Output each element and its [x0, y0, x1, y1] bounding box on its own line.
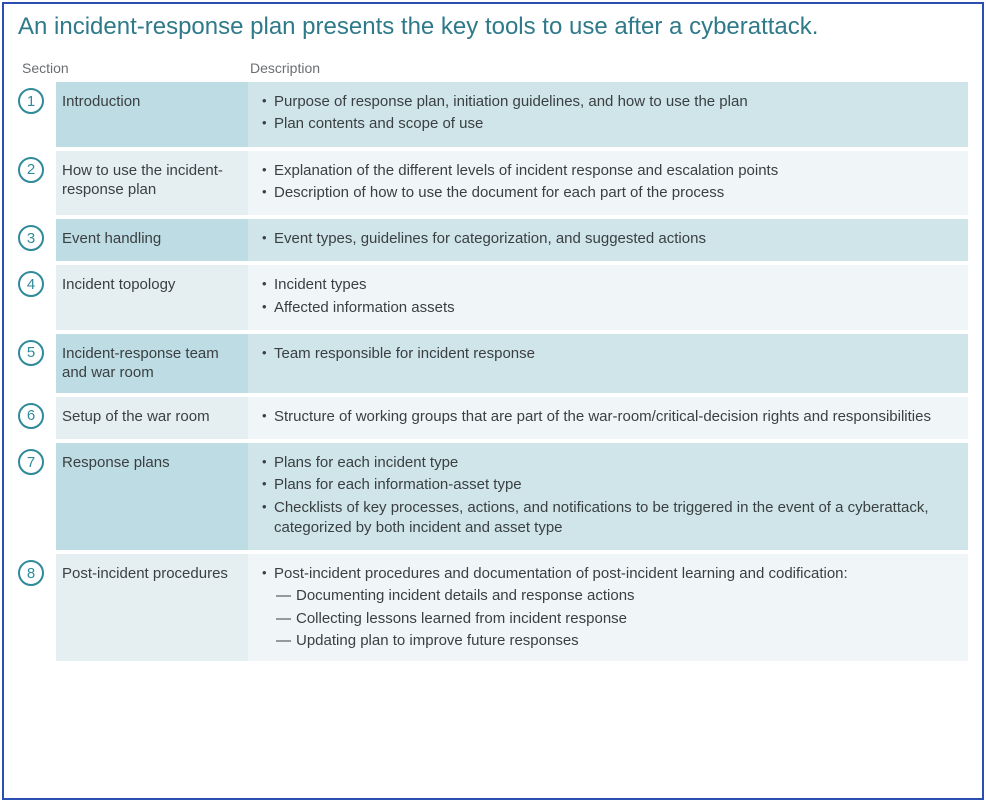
description-cell: •Team responsible for incident response	[248, 334, 968, 393]
bullet-dot-icon: •	[262, 161, 274, 181]
section-cell: Introduction	[56, 82, 248, 147]
row-number-wrap: 3	[18, 219, 56, 261]
section-cell: Incident-response team and war room	[56, 334, 248, 393]
table-row: 1 Introduction •Purpose of response plan, …	[18, 82, 968, 147]
table-header: Section Description	[18, 60, 968, 82]
bullet-dot-icon: •	[262, 298, 274, 318]
section-cell: Event handling	[56, 219, 248, 261]
bullet-item: •Purpose of response plan, initiation gu…	[262, 92, 950, 112]
bullet-text: Explanation of the different levels of i…	[274, 161, 950, 181]
row-number-wrap: 7	[18, 443, 56, 550]
row-number: 2	[18, 157, 44, 183]
bullet-dot-icon: •	[262, 92, 274, 112]
bullet-item: •Plans for each information-asset type	[262, 475, 950, 495]
description-cell: •Purpose of response plan, initiation gu…	[248, 82, 968, 147]
sub-dash-icon: —	[276, 586, 296, 606]
bullet-dot-icon: •	[262, 229, 274, 249]
row-number-wrap: 5	[18, 334, 56, 393]
bullet-item: •Structure of working groups that are pa…	[262, 407, 950, 427]
bullet-dot-icon: •	[262, 475, 274, 495]
row-number: 6	[18, 403, 44, 429]
description-cell: •Incident types•Affected information ass…	[248, 265, 968, 330]
bullet-text: Description of how to use the document f…	[274, 183, 950, 203]
sub-bullet-item: —Documenting incident details and respon…	[262, 586, 950, 606]
row-number: 8	[18, 560, 44, 586]
table-row: 2 How to use the incident-response plan •E…	[18, 151, 968, 216]
bullet-text: Checklists of key processes, actions, an…	[274, 498, 950, 539]
sub-dash-icon: —	[276, 609, 296, 629]
row-number: 1	[18, 88, 44, 114]
table-row: 3 Event handling •Event types, guidelines …	[18, 219, 968, 261]
bullet-text: Structure of working groups that are par…	[274, 407, 950, 427]
row-number-wrap: 1	[18, 82, 56, 147]
bullet-dot-icon: •	[262, 498, 274, 539]
section-cell: Setup of the war room	[56, 397, 248, 439]
row-number-wrap: 4	[18, 265, 56, 330]
table-body: 1Introduction•Purpose of response plan, …	[18, 82, 968, 661]
bullet-text: Incident types	[274, 275, 950, 295]
bullet-text: Plans for each incident type	[274, 453, 950, 473]
bullet-item: •Post-incident procedures and documentat…	[262, 564, 950, 584]
bullet-text: Event types, guidelines for categorizati…	[274, 229, 950, 249]
row-number: 4	[18, 271, 44, 297]
table-row: 6 Setup of the war room •Structure of work…	[18, 397, 968, 439]
page-title: An incident-response plan presents the k…	[18, 12, 968, 42]
section-cell: Post-incident procedures	[56, 554, 248, 661]
bullet-item: •Explanation of the different levels of …	[262, 161, 950, 181]
sub-bullet-text: Collecting lessons learned from incident…	[296, 609, 950, 629]
bullet-text: Purpose of response plan, initiation gui…	[274, 92, 950, 112]
table-row: 4Incident topology•Incident types•Affect…	[18, 265, 968, 330]
bullet-item: •Checklists of key processes, actions, a…	[262, 498, 950, 539]
document-frame: An incident-response plan presents the k…	[2, 2, 984, 800]
bullet-text: Plan contents and scope of use	[274, 114, 950, 134]
table-row: 7Response plans•Plans for each incident …	[18, 443, 968, 550]
bullet-dot-icon: •	[262, 114, 274, 134]
row-number: 5	[18, 340, 44, 366]
bullet-item: •Event types, guidelines for categorizat…	[262, 229, 950, 249]
bullet-text: Post-incident procedures and documentati…	[274, 564, 950, 584]
section-cell: Response plans	[56, 443, 248, 550]
bullet-text: Plans for each information-asset type	[274, 475, 950, 495]
bullet-item: •Incident types	[262, 275, 950, 295]
description-cell: •Event types, guidelines for categorizat…	[248, 219, 968, 261]
header-description: Description	[248, 60, 968, 76]
bullet-item: •Team responsible for incident response	[262, 344, 950, 364]
description-cell: •Structure of working groups that are pa…	[248, 397, 968, 439]
bullet-item: •Description of how to use the document …	[262, 183, 950, 203]
row-number-wrap: 6	[18, 397, 56, 439]
bullet-dot-icon: •	[262, 453, 274, 473]
row-number: 7	[18, 449, 44, 475]
bullet-item: •Affected information assets	[262, 298, 950, 318]
section-cell: How to use the incident-response plan	[56, 151, 248, 216]
bullet-item: •Plans for each incident type	[262, 453, 950, 473]
sub-bullet-item: —Updating plan to improve future respons…	[262, 631, 950, 651]
bullet-dot-icon: •	[262, 344, 274, 364]
sub-bullet-item: —Collecting lessons learned from inciden…	[262, 609, 950, 629]
description-cell: •Plans for each incident type•Plans for …	[248, 443, 968, 550]
bullet-dot-icon: •	[262, 183, 274, 203]
row-number: 3	[18, 225, 44, 251]
bullet-dot-icon: •	[262, 407, 274, 427]
sub-bullet-text: Updating plan to improve future response…	[296, 631, 950, 651]
description-cell: •Post-incident procedures and documentat…	[248, 554, 968, 661]
table-row: 5 Incident-response team and war room •Tea…	[18, 334, 968, 393]
sub-dash-icon: —	[276, 631, 296, 651]
bullet-dot-icon: •	[262, 275, 274, 295]
section-cell: Incident topology	[56, 265, 248, 330]
bullet-item: •Plan contents and scope of use	[262, 114, 950, 134]
bullet-text: Affected information assets	[274, 298, 950, 318]
sub-bullet-text: Documenting incident details and respons…	[296, 586, 950, 606]
bullet-text: Team responsible for incident response	[274, 344, 950, 364]
table-row: 8 Post-incident procedures •Post-incident …	[18, 554, 968, 661]
header-section: Section	[18, 60, 248, 76]
row-number-wrap: 2	[18, 151, 56, 216]
bullet-dot-icon: •	[262, 564, 274, 584]
description-cell: •Explanation of the different levels of …	[248, 151, 968, 216]
row-number-wrap: 8	[18, 554, 56, 661]
